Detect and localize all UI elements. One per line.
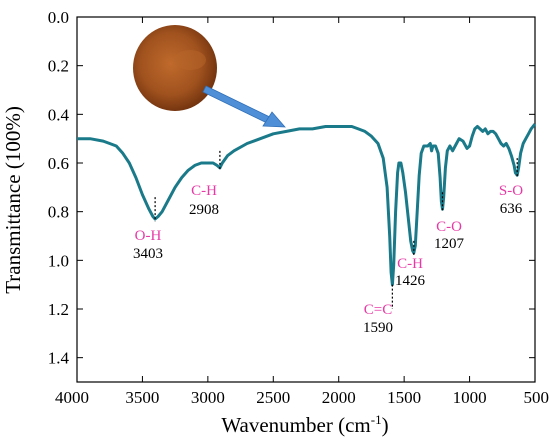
x-axis: 4000 3500 3000 2500 2000 1500 1000 500 <box>55 17 549 407</box>
x-axis-title-tail: ) <box>382 413 389 437</box>
x-axis-title: Wavenumber (cm-1) <box>221 412 388 437</box>
peak-annotations: O-H3403C-H2908C=C1590C-H1426C-O1207S-O63… <box>133 150 523 336</box>
y-tick-label: 1.0 <box>48 251 69 270</box>
peak-wavenumber-label: 2908 <box>189 202 219 218</box>
powder-sample-photo <box>133 25 217 111</box>
transmittance-series-line <box>77 123 537 287</box>
x-axis-title-superscript: -1 <box>371 412 382 427</box>
peak-wavenumber-label: 636 <box>500 201 523 217</box>
x-tick-label: 500 <box>524 388 550 407</box>
x-tick-label: 3000 <box>191 388 225 407</box>
y-tick-label: 1.2 <box>48 300 69 319</box>
y-axis-title: Transmittance (100%) <box>1 106 25 294</box>
peak-group-label: O-H <box>135 228 162 244</box>
x-tick-label: 3500 <box>125 388 159 407</box>
x-tick-label: 4000 <box>55 388 89 407</box>
y-tick-label: 0.2 <box>48 57 69 76</box>
peak-group-label: C-H <box>191 183 217 199</box>
y-tick-label: 1.4 <box>48 349 70 368</box>
y-axis: 0.0 0.2 0.4 0.6 0.8 1.0 1.2 1.4 <box>48 8 535 368</box>
peak-wavenumber-label: 1426 <box>395 273 426 289</box>
peak-wavenumber-label: 1207 <box>434 236 465 252</box>
peak-group-label: C-O <box>436 219 462 235</box>
peak-wavenumber-label: 1590 <box>363 320 393 336</box>
plot-frame <box>76 16 536 383</box>
pointer-arrow-icon <box>202 85 286 128</box>
y-tick-label: 0.6 <box>48 154 69 173</box>
x-tick-label: 2500 <box>256 388 290 407</box>
peak-group-label: C-H <box>397 256 423 272</box>
x-tick-label: 2000 <box>322 388 356 407</box>
peak-wavenumber-label: 3403 <box>133 246 163 262</box>
peak-group-label: S-O <box>499 183 523 199</box>
y-tick-label: 0.4 <box>48 105 70 124</box>
y-tick-label: 0.0 <box>48 8 69 27</box>
peak-group-label: C=C <box>364 302 392 318</box>
y-tick-label: 0.8 <box>48 203 69 222</box>
x-axis-title-main: Wavenumber (cm <box>221 413 370 437</box>
x-tick-label: 1000 <box>453 388 487 407</box>
x-tick-label: 1500 <box>387 388 421 407</box>
